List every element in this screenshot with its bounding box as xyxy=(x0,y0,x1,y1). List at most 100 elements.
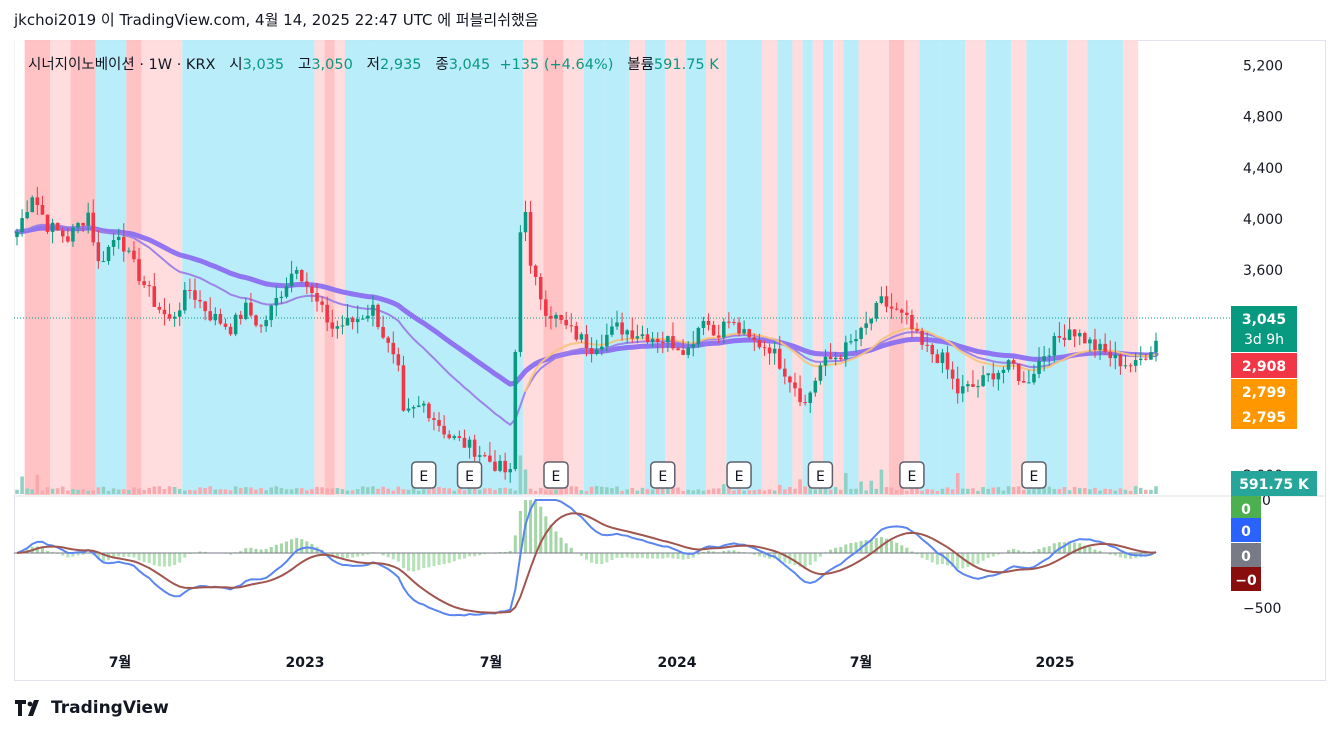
candle-body xyxy=(381,327,385,338)
candle-body xyxy=(1098,343,1102,350)
macd-histogram-bar xyxy=(905,547,909,553)
volume-bar xyxy=(132,487,136,494)
candle-body xyxy=(76,223,80,228)
macd-histogram-bar xyxy=(442,553,446,565)
band-pink xyxy=(761,40,778,495)
macd-histogram-bar xyxy=(45,551,50,553)
volume-bar xyxy=(905,490,909,494)
band-cyan xyxy=(726,40,762,495)
candle-body xyxy=(610,326,614,335)
candle-body xyxy=(838,357,843,360)
candle-body xyxy=(777,348,782,369)
candle-body xyxy=(671,336,675,349)
volume-bar xyxy=(645,489,650,494)
volume-bar xyxy=(40,490,45,494)
candle-body xyxy=(137,259,141,282)
candle-body xyxy=(96,242,101,262)
macd-histogram-bar xyxy=(691,553,695,558)
volume-bar xyxy=(269,487,274,494)
candle-body xyxy=(1083,333,1087,344)
volume-bar xyxy=(610,488,614,494)
volume-bar xyxy=(1062,487,1067,494)
macd-histogram-bar xyxy=(793,553,797,565)
candle-body xyxy=(106,246,111,262)
candle-body xyxy=(752,337,757,340)
macd-histogram-bar xyxy=(173,553,177,566)
volume-bar xyxy=(915,487,919,494)
candle-body xyxy=(1042,356,1046,361)
macd-histogram-bar xyxy=(335,553,339,559)
candle-body xyxy=(442,425,446,435)
earnings-marker-label: E xyxy=(735,469,744,485)
candle-body xyxy=(244,302,248,319)
volume-bar xyxy=(30,489,35,494)
macd-histogram-bar xyxy=(961,553,965,569)
earnings-marker-label: E xyxy=(552,469,561,485)
volume-bar xyxy=(1093,487,1097,494)
volume-bar xyxy=(1037,486,1041,494)
candle-body xyxy=(472,439,477,457)
macd-histogram-bar xyxy=(803,553,807,567)
price-tick-label: 4,800 xyxy=(1243,110,1283,126)
candle-body xyxy=(355,319,360,323)
candle-body xyxy=(859,327,863,339)
band-red xyxy=(126,40,142,495)
candle-body xyxy=(554,314,558,319)
candle-body xyxy=(50,222,55,232)
macd-histogram-bar xyxy=(457,553,461,560)
candle-body xyxy=(172,316,177,319)
candle-body xyxy=(894,308,899,310)
volume-bar xyxy=(157,486,162,494)
candle-body xyxy=(828,356,833,360)
candle-body xyxy=(91,212,96,243)
candle-body xyxy=(696,327,701,345)
macd-histogram-bar xyxy=(427,553,431,568)
volume-bar xyxy=(823,488,828,494)
volume-bar xyxy=(711,488,716,494)
chart-legend: 시너지이노베이션 · 1W · KRX 시3,035 고3,050 저2,935… xyxy=(28,53,719,74)
time-tick-label: 7월 xyxy=(850,654,873,671)
macd-histogram-bar xyxy=(569,547,573,553)
volume-bar xyxy=(218,489,223,494)
volume-bar xyxy=(325,488,329,494)
tradingview-logo[interactable]: TradingView xyxy=(15,698,169,718)
candle-body xyxy=(1027,382,1031,384)
candle-body xyxy=(655,338,660,343)
macd-histogram-bar xyxy=(1052,543,1056,553)
volume-bar xyxy=(681,490,685,494)
volume-bar xyxy=(986,488,990,494)
candle-body xyxy=(818,365,823,381)
candle-body xyxy=(905,312,909,315)
candle-body xyxy=(66,236,70,242)
volume-bar xyxy=(1083,488,1087,494)
macd-histogram-bar xyxy=(478,553,482,556)
candle-body xyxy=(844,342,848,360)
legend-low: 2,935 xyxy=(380,57,422,73)
band-cyan xyxy=(644,40,666,495)
macd-histogram-bar xyxy=(122,553,126,557)
volume-bar xyxy=(625,489,629,494)
volume-bar xyxy=(950,489,955,494)
macd-histogram-bar xyxy=(874,538,878,553)
macd-histogram-bar xyxy=(966,553,970,567)
volume-bar xyxy=(1154,486,1158,494)
volume-bar xyxy=(640,487,645,494)
price-label: 2,795 xyxy=(1231,404,1297,429)
volume-bar xyxy=(162,489,167,494)
candle-body xyxy=(823,356,828,366)
time-tick-label: 7월 xyxy=(480,654,503,671)
band-pink xyxy=(1067,40,1088,495)
volume-bar xyxy=(167,486,172,494)
candle-body xyxy=(183,289,187,311)
candle-body xyxy=(406,408,411,411)
legend-symbol[interactable]: 시너지이노베이션 · 1W · KRX xyxy=(28,57,216,73)
macd-histogram-bar xyxy=(798,553,802,567)
candle-body xyxy=(45,214,50,232)
volume-bar xyxy=(477,489,482,494)
volume-bar xyxy=(777,484,782,494)
macd-histogram-bar xyxy=(895,542,899,553)
candle-body xyxy=(955,378,960,394)
volume-bar xyxy=(676,487,680,494)
candle-body xyxy=(803,402,807,404)
